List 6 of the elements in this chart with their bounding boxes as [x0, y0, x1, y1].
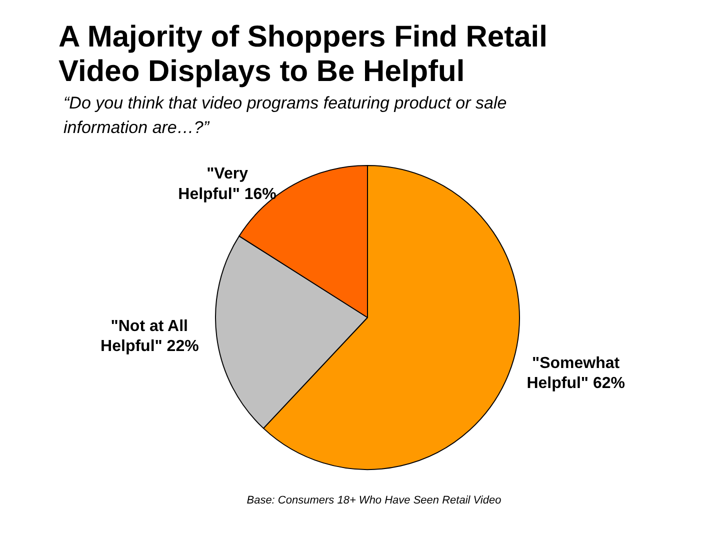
chart-subtitle: “Do you think that video programs featuring product or sale information are…?”	[64, 94, 507, 138]
chart-title: A Majority of Shoppers Find Retail Video Displays to Be Helpful	[58, 20, 548, 88]
text: Base: Consumers 18+ Who Have Seen Retail Video	[246, 494, 502, 506]
slice-label: "Very Helpful" 16%	[178, 166, 276, 203]
slice-label: "Not at All Helpful" 22%	[100, 318, 199, 356]
slice-label: "Somewhat Helpful" 62%	[526, 354, 625, 392]
